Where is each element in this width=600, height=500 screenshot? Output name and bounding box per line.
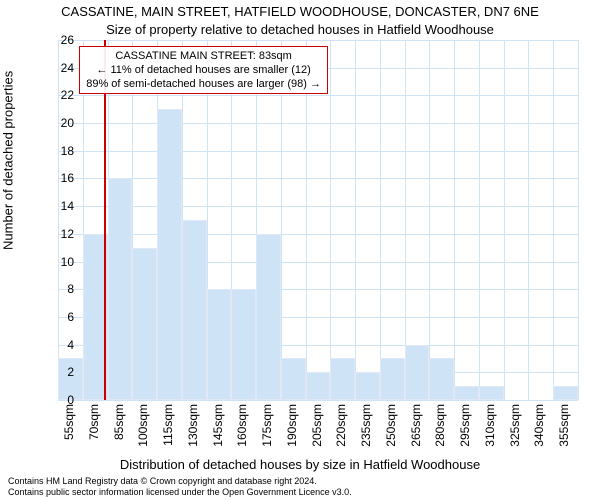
x-tick-label: 235sqm xyxy=(359,404,373,447)
x-tick-label: 325sqm xyxy=(508,404,522,447)
histogram-bar xyxy=(108,178,133,400)
chart-subtitle: Size of property relative to detached ho… xyxy=(0,22,600,37)
footer-attribution: Contains HM Land Registry data © Crown c… xyxy=(8,476,352,498)
x-tick-label: 175sqm xyxy=(260,404,274,447)
gridline-vertical xyxy=(553,40,554,400)
gridline-vertical xyxy=(306,40,307,400)
x-tick-label: 145sqm xyxy=(211,404,225,447)
x-tick-label: 130sqm xyxy=(186,404,200,447)
gridline-vertical xyxy=(528,40,529,400)
chart-title-address: CASSATINE, MAIN STREET, HATFIELD WOODHOU… xyxy=(0,4,600,19)
histogram-bar xyxy=(157,109,182,400)
histogram-bar xyxy=(207,289,232,400)
gridline-horizontal xyxy=(58,234,578,235)
x-tick-label: 55sqm xyxy=(62,404,76,440)
marker-line xyxy=(104,40,106,400)
chart-container: CASSATINE, MAIN STREET, HATFIELD WOODHOU… xyxy=(0,0,600,500)
y-tick-label: 16 xyxy=(44,171,74,185)
gridline-vertical xyxy=(454,40,455,400)
y-tick-label: 6 xyxy=(44,310,74,324)
gridline-vertical xyxy=(578,40,579,400)
x-tick-label: 190sqm xyxy=(285,404,299,447)
gridline-horizontal xyxy=(58,151,578,152)
y-tick-label: 2 xyxy=(44,365,74,379)
gridline-horizontal xyxy=(58,95,578,96)
histogram-bar xyxy=(306,372,331,400)
y-tick-label: 22 xyxy=(44,88,74,102)
footer-line2: Contains public sector information licen… xyxy=(8,487,352,498)
y-tick-label: 24 xyxy=(44,61,74,75)
marker-info-box: CASSATINE MAIN STREET: 83sqm ← 11% of de… xyxy=(79,46,328,94)
x-tick-label: 280sqm xyxy=(433,404,447,447)
histogram-bar xyxy=(429,358,454,400)
info-line3: 89% of semi-detached houses are larger (… xyxy=(86,77,321,91)
y-tick-label: 26 xyxy=(44,33,74,47)
histogram-bar xyxy=(256,234,281,400)
x-tick-label: 205sqm xyxy=(310,404,324,447)
x-tick-label: 310sqm xyxy=(483,404,497,447)
gridline-vertical xyxy=(281,40,282,400)
x-tick-label: 85sqm xyxy=(112,404,126,440)
histogram-bar xyxy=(553,386,578,400)
histogram-bar xyxy=(355,372,380,400)
histogram-bar xyxy=(231,289,256,400)
x-tick-label: 265sqm xyxy=(409,404,423,447)
y-tick-label: 18 xyxy=(44,144,74,158)
x-axis-label: Distribution of detached houses by size … xyxy=(0,457,600,472)
x-tick-label: 340sqm xyxy=(532,404,546,447)
histogram-bar xyxy=(405,345,430,400)
info-line2: ← 11% of detached houses are smaller (12… xyxy=(86,63,321,77)
y-tick-label: 20 xyxy=(44,116,74,130)
gridline-horizontal xyxy=(58,178,578,179)
y-tick-label: 10 xyxy=(44,255,74,269)
y-axis-label: Number of detached properties xyxy=(1,71,16,250)
histogram-bar xyxy=(330,358,355,400)
histogram-bar xyxy=(454,386,479,400)
x-tick-label: 115sqm xyxy=(161,404,175,446)
x-tick-label: 250sqm xyxy=(384,404,398,447)
gridline-horizontal xyxy=(58,123,578,124)
gridline-vertical xyxy=(380,40,381,400)
x-tick-label: 355sqm xyxy=(557,404,571,447)
y-tick-label: 14 xyxy=(44,199,74,213)
histogram-bar xyxy=(479,386,504,400)
x-tick-label: 70sqm xyxy=(87,404,101,440)
y-tick-label: 12 xyxy=(44,227,74,241)
gridline-horizontal xyxy=(58,206,578,207)
x-tick-label: 160sqm xyxy=(235,404,249,447)
x-tick-label: 100sqm xyxy=(136,404,150,447)
histogram-bar xyxy=(380,358,405,400)
gridline-vertical xyxy=(479,40,480,400)
histogram-bar xyxy=(281,358,306,400)
plot-area: CASSATINE MAIN STREET: 83sqm ← 11% of de… xyxy=(58,40,578,401)
gridline-horizontal xyxy=(58,40,578,41)
x-tick-label: 295sqm xyxy=(458,404,472,447)
gridline-horizontal xyxy=(58,400,578,401)
y-tick-label: 8 xyxy=(44,282,74,296)
histogram-bar xyxy=(132,248,157,400)
y-tick-label: 4 xyxy=(44,338,74,352)
gridline-vertical xyxy=(355,40,356,400)
gridline-vertical xyxy=(330,40,331,400)
x-tick-label: 220sqm xyxy=(334,404,348,447)
info-line1: CASSATINE MAIN STREET: 83sqm xyxy=(86,49,321,63)
gridline-vertical xyxy=(504,40,505,400)
histogram-bar xyxy=(182,220,207,400)
footer-line1: Contains HM Land Registry data © Crown c… xyxy=(8,476,352,487)
gridline-vertical xyxy=(429,40,430,400)
